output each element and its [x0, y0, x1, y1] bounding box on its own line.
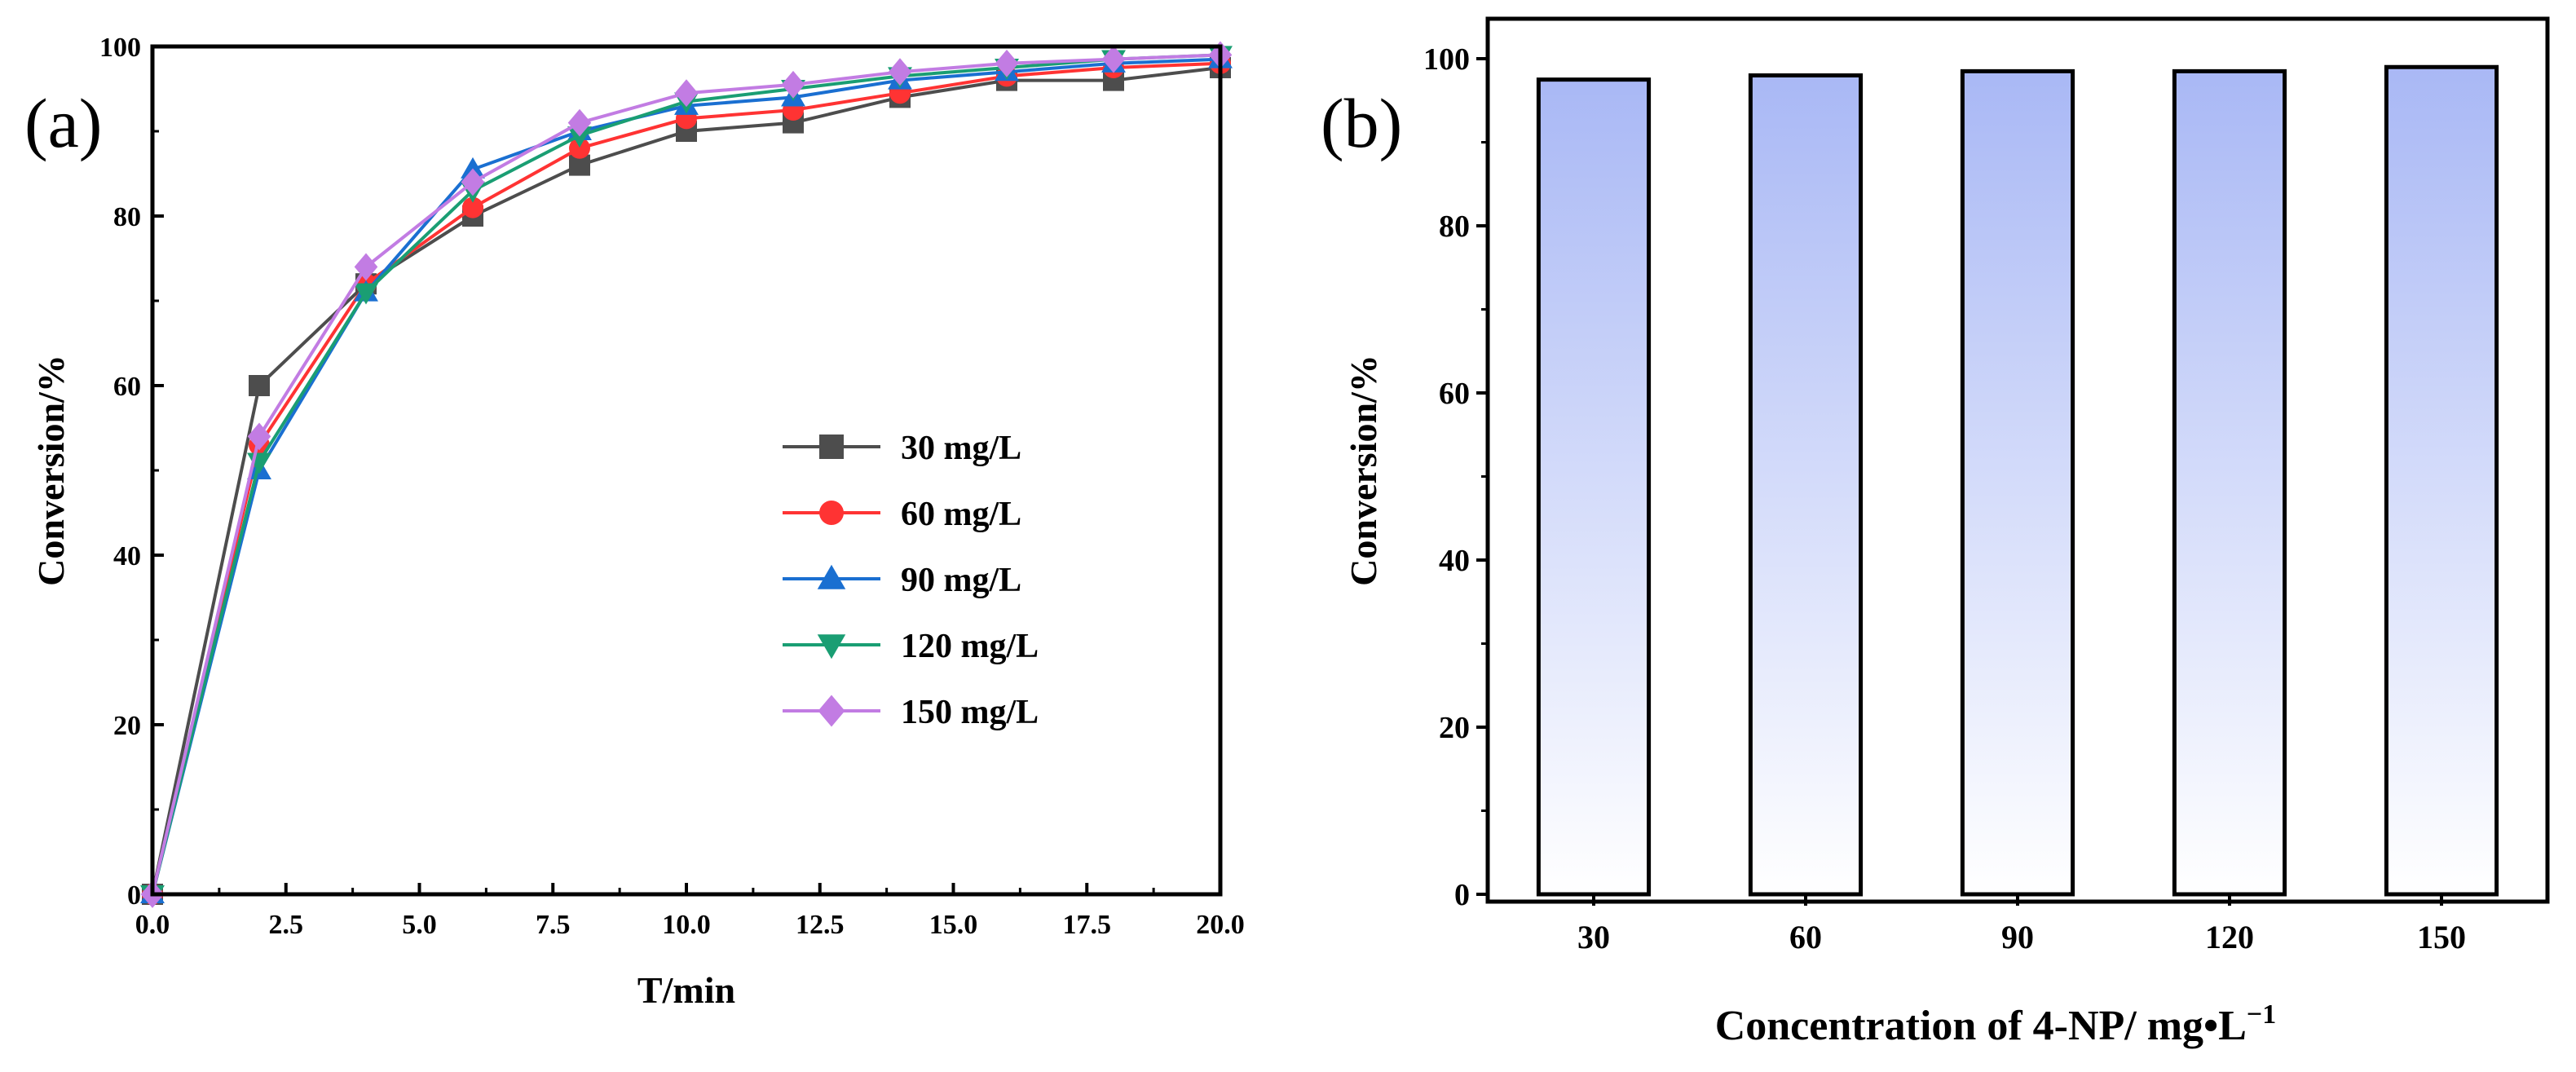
- x-tick-label: 30: [1577, 919, 1610, 955]
- series-line: [151, 57, 1221, 895]
- legend-item: 90 mg/L: [783, 562, 1021, 599]
- legend-label: 60 mg/L: [901, 496, 1021, 533]
- legend-marker: [817, 564, 846, 589]
- data-point: [1101, 45, 1126, 73]
- y-tick-label: 80: [1439, 210, 1470, 244]
- data-point: [674, 79, 699, 108]
- x-tick-label: 150: [2417, 919, 2466, 955]
- bar-30: [1536, 77, 1652, 897]
- legend-marker: [819, 501, 844, 525]
- data-point: [567, 126, 592, 148]
- series-line: [151, 66, 1221, 895]
- x-axis-title: T/min: [637, 969, 735, 1011]
- x-tick-label: 60: [1789, 919, 1822, 955]
- data-point: [888, 58, 912, 86]
- y-tick-label: 80: [113, 202, 141, 232]
- x-tick-label: 20.0: [1196, 910, 1245, 940]
- x-axis-title-superscript: −1: [2247, 999, 2276, 1030]
- x-tick-label: 15.0: [929, 910, 978, 940]
- bar-chart-panel: 30 60 90 120 150 0 20 40 60 80 100 (b) Concentrati…: [1321, 16, 2550, 1049]
- legend-label: 120 mg/L: [901, 628, 1039, 665]
- legend-label: 90 mg/L: [901, 562, 1021, 599]
- series-line: [151, 53, 1221, 895]
- legend-label: 150 mg/L: [901, 694, 1039, 731]
- legend-marker: [817, 634, 846, 660]
- y-tick-label: 100: [99, 33, 141, 63]
- plot-frame: [150, 44, 1223, 897]
- series-120-mg-l: [140, 46, 1233, 907]
- legend: 30 mg/L 60 mg/L 90 mg/L 120 mg/L 150 mg/L: [783, 430, 1039, 731]
- x-axis-title: Concentration of 4-NP/ mg•L−1: [1715, 999, 2277, 1049]
- data-point: [249, 375, 270, 396]
- data-point: [354, 253, 378, 281]
- data-point: [461, 168, 485, 196]
- y-axis-title: Conversion/%: [1343, 355, 1384, 586]
- x-tick-label: 5.0: [402, 910, 437, 940]
- legend-item: 60 mg/L: [783, 496, 1021, 533]
- series-60-mg-l: [142, 52, 1231, 905]
- data-point: [569, 137, 590, 159]
- series-line: [151, 61, 1221, 895]
- bar-150: [2384, 64, 2499, 897]
- x-axis-title-main: Concentration of 4-NP/ mg•L: [1715, 1003, 2247, 1049]
- x-tick-label: 90: [2001, 919, 2034, 955]
- x-tick-label: 7.5: [536, 910, 571, 940]
- data-point: [781, 70, 805, 99]
- panel-label: (b): [1321, 84, 1402, 162]
- x-tick-label: 0.0: [135, 910, 170, 940]
- y-tick-label: 100: [1423, 42, 1470, 77]
- y-tick-label: 60: [113, 372, 141, 402]
- bar-60: [1748, 73, 1864, 897]
- bar-120: [2172, 68, 2287, 897]
- data-point: [462, 196, 483, 218]
- y-tick-label: 0: [1454, 878, 1470, 912]
- series-line: [151, 53, 1221, 895]
- series-90-mg-l: [140, 46, 1233, 904]
- y-tick-label: 40: [1439, 544, 1470, 578]
- legend-label: 30 mg/L: [901, 430, 1021, 467]
- data-point: [567, 108, 592, 137]
- x-tick-label: 17.5: [1063, 910, 1112, 940]
- y-tick-label: 20: [1439, 711, 1470, 745]
- series-150-mg-l: [140, 41, 1233, 908]
- bar-90: [1960, 68, 2075, 897]
- legend-item: 120 mg/L: [783, 628, 1039, 665]
- legend-item: 30 mg/L: [783, 430, 1021, 467]
- legend-marker: [818, 695, 845, 727]
- legend-marker: [819, 435, 844, 459]
- y-tick-label: 20: [113, 711, 141, 741]
- x-tick-label: 12.5: [796, 910, 845, 940]
- line-chart-panel: 0.0 2.5 5.0 7.5 10.0 12.5 15.0 17.5 20.0 0 20 40 60 8…: [24, 33, 1245, 1011]
- y-tick-label: 60: [1439, 377, 1470, 411]
- data-point: [354, 283, 378, 305]
- legend-item: 150 mg/L: [783, 694, 1039, 731]
- y-axis-title: Conversion/%: [30, 355, 72, 586]
- data-point: [247, 422, 271, 451]
- series-30-mg-l: [142, 57, 1231, 905]
- x-tick-label: 2.5: [269, 910, 304, 940]
- y-tick-label: 40: [113, 541, 141, 571]
- panel-label: (a): [24, 84, 102, 162]
- data-point: [995, 49, 1019, 77]
- x-tick-label: 120: [2205, 919, 2254, 955]
- data-point: [461, 157, 485, 179]
- x-tick-label: 10.0: [662, 910, 711, 940]
- y-tick-label: 0: [127, 880, 141, 911]
